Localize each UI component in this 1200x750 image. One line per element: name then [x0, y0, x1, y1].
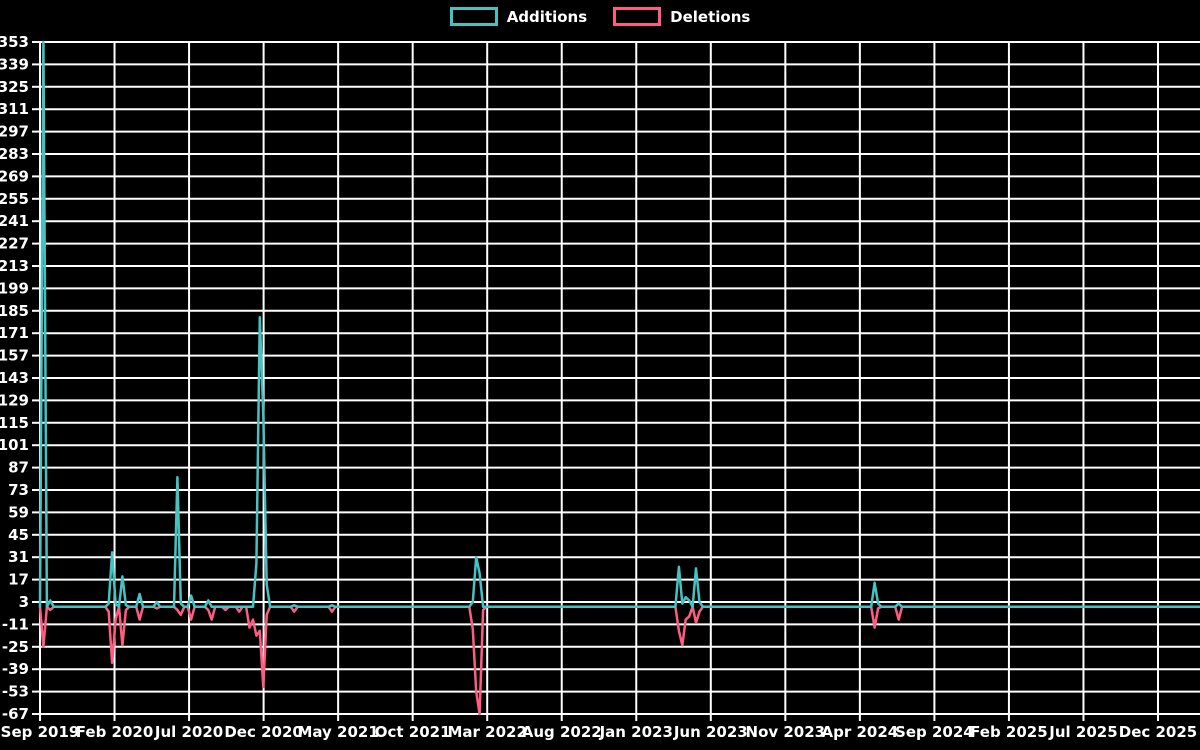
y-tick-label: -53 — [2, 683, 29, 701]
y-tick-label: 325 — [0, 78, 29, 96]
y-tick-label: 269 — [0, 167, 29, 185]
y-tick-label: 129 — [0, 391, 29, 409]
y-tick-label: 171 — [0, 324, 29, 342]
x-tick-label: Feb 2025 — [970, 723, 1048, 741]
x-tick-label: Feb 2020 — [76, 723, 154, 741]
x-tick-label: Sep 2019 — [1, 723, 80, 741]
y-tick-label: 17 — [8, 571, 29, 589]
x-tick-label: May 2021 — [297, 723, 378, 741]
additions-line — [38, 40, 1200, 609]
y-tick-label: 73 — [8, 481, 29, 499]
chart-legend: Additions Deletions — [0, 7, 1200, 26]
y-tick-label: 241 — [0, 212, 29, 230]
x-tick-label: Mar 2022 — [447, 723, 526, 741]
y-tick-label: -11 — [2, 615, 29, 633]
y-tick-label: 255 — [0, 190, 29, 208]
x-tick-label: Dec 2020 — [224, 723, 303, 741]
y-tick-label: -39 — [2, 660, 29, 678]
y-tick-label: 339 — [0, 55, 29, 73]
y-tick-label: 157 — [0, 347, 29, 365]
x-tick-label: Oct 2021 — [375, 723, 451, 741]
y-tick-label: 227 — [0, 235, 29, 253]
legend-item-deletions[interactable]: Deletions — [613, 7, 750, 26]
x-tick-label: Jan 2023 — [599, 723, 673, 741]
y-tick-label: 87 — [8, 459, 29, 477]
x-tick-label: Dec 2025 — [1119, 723, 1198, 741]
y-tick-label: 3 — [19, 593, 29, 611]
legend-item-additions[interactable]: Additions — [449, 7, 588, 26]
y-tick-label: 185 — [0, 302, 29, 320]
y-tick-label: 213 — [0, 257, 29, 275]
x-tick-label: Jul 2025 — [1048, 723, 1117, 741]
x-tick-label: Aug 2022 — [522, 723, 602, 741]
y-tick-label: 45 — [8, 526, 29, 544]
y-tick-label: 115 — [0, 414, 29, 432]
x-tick-label: Jul 2020 — [154, 723, 223, 741]
y-tick-label: 199 — [0, 279, 29, 297]
y-tick-label: 283 — [0, 145, 29, 163]
y-tick-label: 297 — [0, 123, 29, 141]
x-tick-label: Sep 2024 — [895, 723, 974, 741]
deletions-line — [38, 605, 1200, 716]
x-tick-label: Apr 2024 — [822, 723, 899, 741]
y-tick-label: 353 — [0, 33, 29, 51]
y-tick-label: 59 — [8, 503, 29, 521]
y-tick-label: -25 — [2, 638, 29, 656]
y-tick-label: 143 — [0, 369, 29, 387]
legend-label-deletions: Deletions — [670, 7, 751, 26]
deletions-swatch-icon — [613, 7, 662, 26]
y-tick-label: 101 — [0, 436, 29, 454]
x-tick-label: Nov 2023 — [746, 723, 826, 741]
additions-swatch-icon — [449, 7, 498, 26]
x-tick-label: Jun 2023 — [673, 723, 748, 741]
legend-label-additions: Additions — [506, 7, 588, 26]
y-tick-label: 31 — [8, 548, 29, 566]
y-tick-label: 311 — [0, 100, 29, 118]
y-tick-label: -67 — [2, 705, 29, 723]
